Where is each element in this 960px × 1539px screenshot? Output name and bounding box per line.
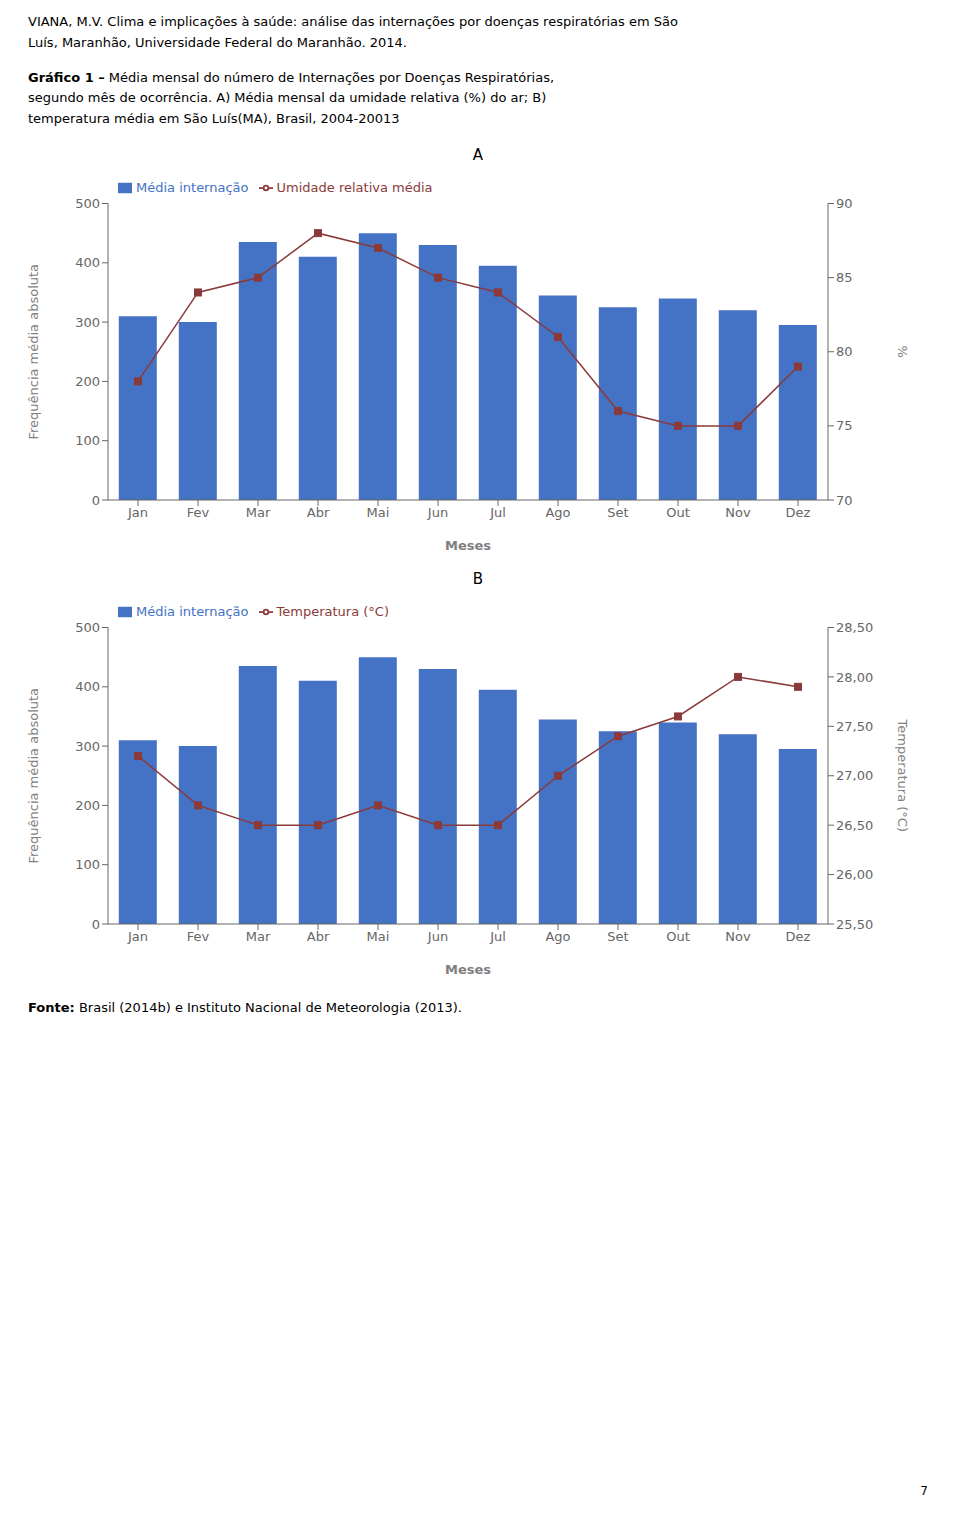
svg-text:Jul: Jul [489, 505, 506, 520]
svg-text:100: 100 [75, 433, 100, 448]
html-text:Média internação: Média internação [136, 180, 249, 195]
svg-text:Abr: Abr [307, 505, 330, 520]
svg-text:Nov: Nov [725, 929, 751, 944]
svg-text:Temperatura (°C): Temperatura (°C) [895, 719, 910, 832]
svg-text:300: 300 [75, 739, 100, 754]
svg-text:Abr: Abr [307, 929, 330, 944]
svg-text:Out: Out [666, 505, 690, 520]
html-text:Umidade relativa média: Umidade relativa média [276, 180, 433, 195]
svg-text:Jun: Jun [427, 505, 448, 520]
html-text:7: 7 [920, 1484, 928, 1498]
svg-text:Frequência média absoluta: Frequência média absoluta [26, 264, 41, 440]
svg-text:27,00: 27,00 [836, 768, 873, 783]
html-text:B: B [472, 570, 484, 588]
svg-text:0: 0 [92, 493, 100, 508]
svg-text:80: 80 [836, 344, 853, 359]
svg-text:400: 400 [75, 679, 100, 694]
svg-text:75: 75 [836, 418, 853, 433]
svg-text:26,00: 26,00 [836, 867, 873, 882]
html-text:VIANA, M.V. Clima e implicaçõe: VIANA, M.V. Clima e implicações à saúde:… [28, 14, 678, 29]
svg-text:26,50: 26,50 [836, 818, 873, 833]
svg-text:Out: Out [666, 929, 690, 944]
svg-text:200: 200 [75, 798, 100, 813]
svg-text:400: 400 [75, 255, 100, 270]
svg-text:Dez: Dez [786, 505, 811, 520]
svg-text:Jun: Jun [427, 929, 448, 944]
svg-text:Set: Set [607, 929, 628, 944]
svg-text:70: 70 [836, 493, 853, 508]
svg-text:%: % [895, 346, 910, 358]
svg-text:Mai: Mai [367, 505, 390, 520]
svg-text:Jan: Jan [127, 505, 148, 520]
svg-text:Fev: Fev [187, 929, 210, 944]
svg-text:Set: Set [607, 505, 628, 520]
svg-text:Mar: Mar [246, 929, 271, 944]
svg-text:85: 85 [836, 270, 853, 285]
svg-text:90: 90 [836, 196, 853, 211]
svg-text:Ago: Ago [545, 929, 570, 944]
svg-text:500: 500 [75, 620, 100, 635]
svg-text:Fev: Fev [187, 505, 210, 520]
svg-text:0: 0 [92, 917, 100, 932]
svg-text:Meses: Meses [445, 538, 491, 553]
svg-text:Jan: Jan [127, 929, 148, 944]
svg-text:300: 300 [75, 315, 100, 330]
svg-text:28,50: 28,50 [836, 620, 873, 635]
svg-text:Jul: Jul [489, 929, 506, 944]
svg-text:Frequência média absoluta: Frequência média absoluta [26, 688, 41, 864]
svg-text:25,50: 25,50 [836, 917, 873, 932]
svg-text:27,50: 27,50 [836, 719, 873, 734]
html-text:Média internação: Média internação [136, 604, 249, 619]
svg-text:Ago: Ago [545, 505, 570, 520]
svg-text:Mai: Mai [367, 929, 390, 944]
svg-text:500: 500 [75, 196, 100, 211]
svg-text:100: 100 [75, 857, 100, 872]
svg-text:200: 200 [75, 374, 100, 389]
svg-text:Mar: Mar [246, 505, 271, 520]
svg-text:Nov: Nov [725, 505, 751, 520]
html-text:Gráfico 1 – Média mensal do nú: Gráfico 1 – Média mensal do número de In… [28, 69, 555, 127]
html-text:A: A [472, 146, 484, 164]
svg-text:Dez: Dez [786, 929, 811, 944]
svg-text:28,00: 28,00 [836, 670, 873, 685]
svg-text:Meses: Meses [445, 962, 491, 977]
html-text:Fonte: Brasil (2014b) e Instit: Fonte: Brasil (2014b) e Instituto Nacion… [28, 1000, 462, 1015]
html-text:Luís, Maranhão, Universidade F: Luís, Maranhão, Universidade Federal do … [28, 34, 407, 50]
html-text:Temperatura (°C): Temperatura (°C) [276, 604, 389, 619]
